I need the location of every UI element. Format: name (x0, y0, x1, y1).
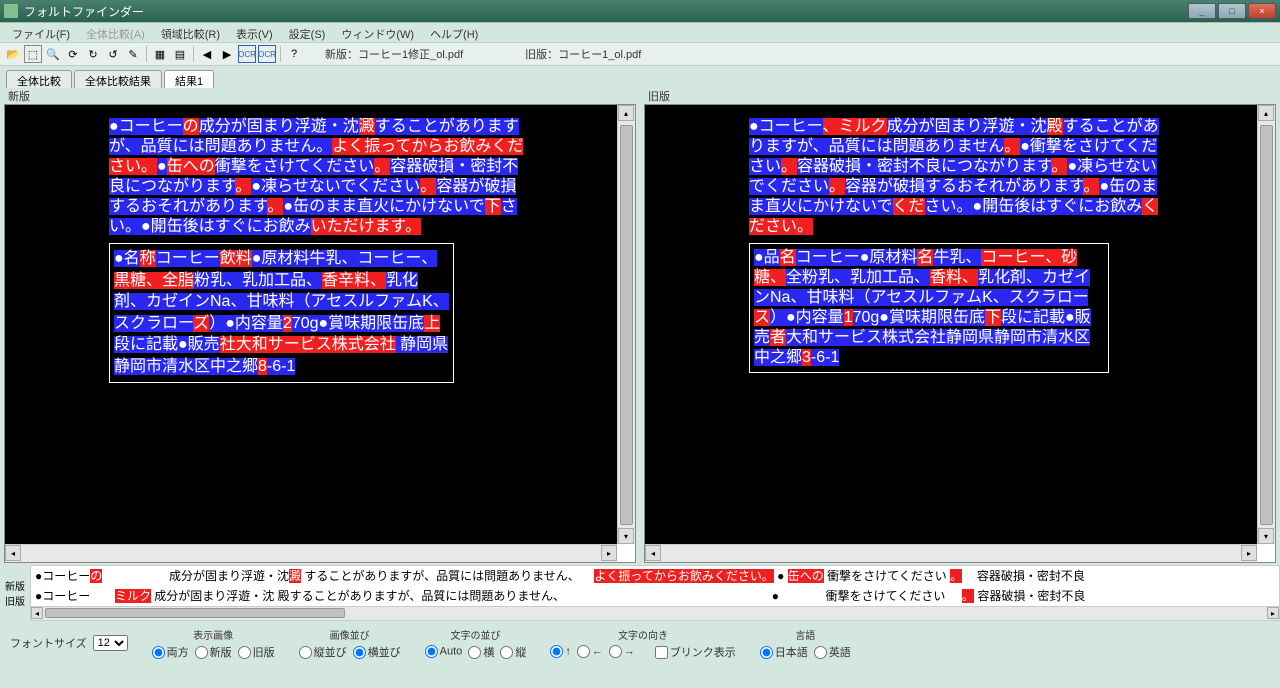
radio-horiz[interactable]: 横並び (353, 644, 401, 660)
radio-en[interactable]: 英語 (814, 644, 851, 660)
strip-label-new: 新版 (5, 578, 25, 593)
menu-help[interactable]: ヘルプ(H) (422, 23, 486, 42)
ocr2-icon[interactable]: OCR (258, 45, 276, 63)
radio-both[interactable]: 両方 (152, 644, 189, 660)
strip-row-old: ●コーヒー ミルク 成分が固まり浮遊・沈 殿することがありますが、品質には問題あ… (31, 586, 1279, 606)
fontsize-select[interactable]: 12 (93, 635, 128, 651)
radio-auto[interactable]: Auto (425, 645, 463, 658)
strip-row-new: ●コーヒーの 成分が固まり浮遊・沈澱 することがありますが、品質には問題ありませ… (31, 566, 1279, 586)
next-icon[interactable]: ▶ (218, 45, 236, 63)
compare-strip: 新版 旧版 ●コーヒーの 成分が固まり浮遊・沈澱 することがありますが、品質には… (0, 563, 1280, 623)
titlebar: フォルトファインダー _ □ × (0, 0, 1280, 22)
menu-compare-all[interactable]: 全体比較(A) (78, 23, 153, 42)
tab-compare-all[interactable]: 全体比較 (6, 70, 72, 88)
menubar: ファイル(F) 全体比較(A) 領域比較(R) 表示(V) 設定(S) ウィンド… (0, 22, 1280, 42)
menu-window[interactable]: ウィンドウ(W) (333, 23, 422, 42)
right-canvas: ●コーヒー、ミルク成分が固まり浮遊・沈殿することがありますが、品質には問題ありま… (644, 104, 1276, 563)
fontsize-label: フォントサイズ (10, 635, 87, 651)
minimize-button[interactable]: _ (1188, 3, 1216, 19)
radio-h[interactable]: 横 (468, 644, 494, 660)
close-button[interactable]: × (1248, 3, 1276, 19)
help-icon[interactable]: ? (285, 45, 303, 63)
tabs: 全体比較 全体比較結果 結果1 (0, 66, 1280, 88)
ocr-icon[interactable]: OCR (238, 45, 256, 63)
new-file-label: 新版：コーヒー1修正_ol.pdf (325, 46, 463, 62)
old-file-label: 旧版：コーヒー1_ol.pdf (525, 46, 641, 62)
refresh-icon[interactable]: ↻ (84, 45, 102, 63)
left-paragraph-2: ●名称コーヒー飲料●原材料牛乳、コーヒー、黒糖、全脂粉乳、乳加工品、香辛料、乳化… (109, 243, 454, 383)
grid2-icon[interactable]: ▤ (171, 45, 189, 63)
radio-up[interactable]: ↑ (550, 645, 571, 658)
left-scrollbar-v[interactable]: ▴ ▾ (617, 105, 635, 544)
radio-left[interactable]: ← (577, 645, 603, 658)
strip-scrollbar[interactable]: ◂ ▸ (31, 606, 1279, 620)
prev-icon[interactable]: ◀ (198, 45, 216, 63)
app-icon (4, 4, 18, 18)
right-paragraph-2: ●品名コーヒー●原材料名牛乳、コーヒー、砂糖、全粉乳、乳加工品、香料、乳化剤、カ… (749, 243, 1109, 373)
display-image-label: 表示画像 (152, 627, 275, 642)
radio-v[interactable]: 縦 (500, 644, 526, 660)
controls-bar: フォントサイズ 12 表示画像 両方 新版 旧版 画像並び 縦並び 横並び 文字… (0, 623, 1280, 663)
menu-region-compare[interactable]: 領域比較(R) (153, 23, 228, 42)
text-dir-label: 文字の向き (550, 627, 736, 642)
maximize-button[interactable]: □ (1218, 3, 1246, 19)
radio-right[interactable]: → (609, 645, 635, 658)
text-arrange-label: 文字の並び (425, 627, 527, 642)
grid-icon[interactable]: ▦ (151, 45, 169, 63)
radio-new[interactable]: 新版 (195, 644, 232, 660)
pointer-icon[interactable]: ⬚ (24, 45, 42, 63)
tab-compare-result[interactable]: 全体比較結果 (74, 70, 162, 88)
lang-label: 言語 (760, 627, 851, 642)
left-scrollbar-h[interactable]: ◂ ▸ (5, 544, 617, 562)
radio-old[interactable]: 旧版 (238, 644, 275, 660)
left-canvas: ●コーヒーの成分が固まり浮遊・沈澱することがありますが、品質には問題ありません。… (4, 104, 636, 563)
menu-settings[interactable]: 設定(S) (281, 23, 334, 42)
toolbar: 📂 ⬚ 🔍 ⟳ ↻ ↺ ✎ ▦ ▤ ◀ ▶ OCR OCR ? 新版：コーヒー1… (0, 42, 1280, 66)
strip-label-old: 旧版 (5, 593, 25, 608)
zoom-out-icon[interactable]: ⟳ (64, 45, 82, 63)
tab-result1[interactable]: 結果1 (164, 70, 214, 88)
radio-jp[interactable]: 日本語 (760, 644, 808, 660)
zoom-icon[interactable]: 🔍 (44, 45, 62, 63)
menu-view[interactable]: 表示(V) (228, 23, 281, 42)
right-scrollbar-h[interactable]: ◂ ▸ (645, 544, 1257, 562)
right-paragraph-1: ●コーヒー、ミルク成分が固まり浮遊・沈殿することがありますが、品質には問題ありま… (749, 117, 1165, 237)
open-icon[interactable]: 📂 (4, 45, 22, 63)
right-scrollbar-v[interactable]: ▴ ▾ (1257, 105, 1275, 544)
radio-vert[interactable]: 縦並び (299, 644, 347, 660)
image-arrange-label: 画像並び (299, 627, 401, 642)
menu-file[interactable]: ファイル(F) (4, 23, 78, 42)
left-paragraph-1: ●コーヒーの成分が固まり浮遊・沈澱することがありますが、品質には問題ありません。… (109, 117, 525, 237)
window-title: フォルトファインダー (24, 3, 144, 20)
checkbox-blink[interactable]: ブリンク表示 (655, 644, 736, 660)
redo-icon[interactable]: ↺ (104, 45, 122, 63)
right-pane-label: 旧版 (644, 88, 1276, 104)
main-area: 新版 ●コーヒーの成分が固まり浮遊・沈澱することがありますが、品質には問題ありま… (0, 88, 1280, 563)
left-pane-label: 新版 (4, 88, 636, 104)
pencil-icon[interactable]: ✎ (124, 45, 142, 63)
